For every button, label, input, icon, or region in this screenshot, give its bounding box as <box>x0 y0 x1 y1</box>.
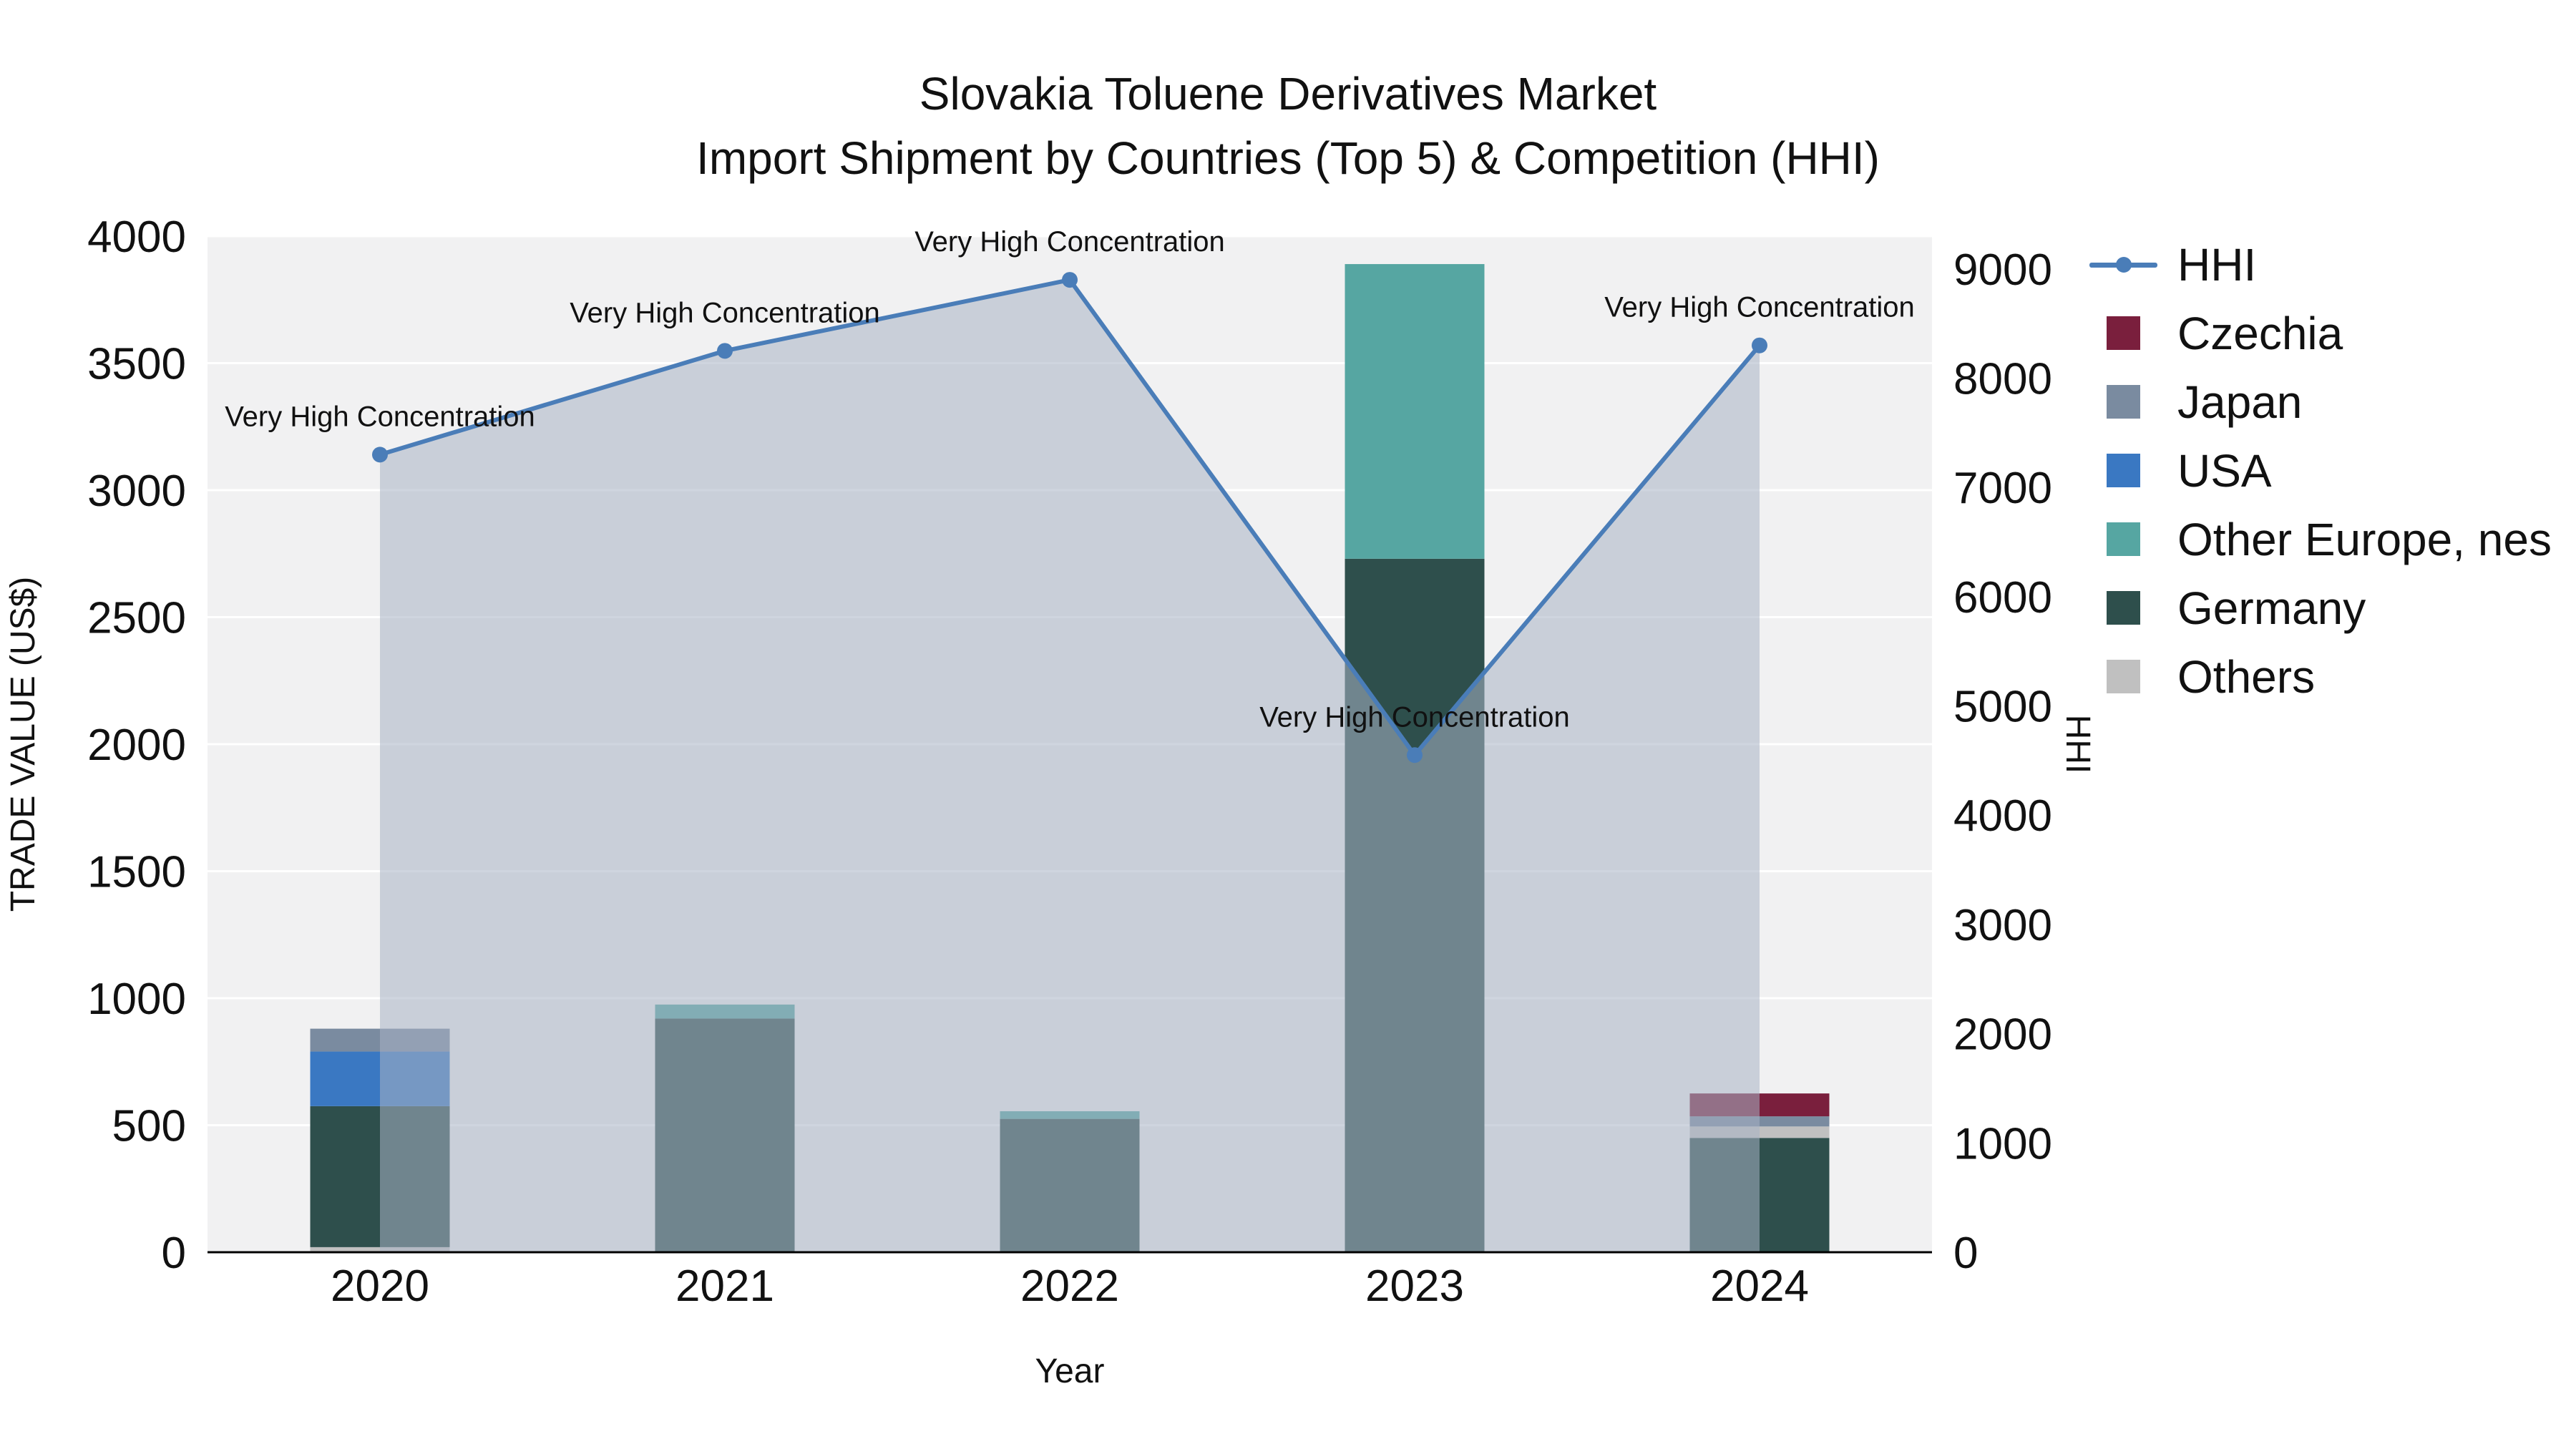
legend-swatch-icon <box>2089 299 2157 368</box>
legend-item-others[interactable]: Others <box>2089 643 2552 711</box>
right-tick-1000: 1000 <box>1953 1119 2052 1169</box>
left-tick-3000: 3000 <box>87 467 186 516</box>
left-tick-0: 0 <box>162 1229 186 1278</box>
hhi-marker-2024[interactable] <box>1752 337 1767 353</box>
legend-item-hhi[interactable]: HHI <box>2089 230 2552 299</box>
hhi-marker-2022[interactable] <box>1062 272 1078 288</box>
left-tick-500: 500 <box>112 1102 186 1151</box>
annotation-2023: Very High Concentration <box>1259 701 1570 733</box>
legend: HHI Czechia Japan USA Other Europe, nes Germa… <box>2089 230 2552 711</box>
right-tick-8000: 8000 <box>1953 354 2052 404</box>
hhi-marker-2021[interactable] <box>717 343 733 359</box>
x-tick-2020: 2020 <box>331 1262 429 1311</box>
legend-item-other-europe-nes[interactable]: Other Europe, nes <box>2089 505 2552 574</box>
right-tick-5000: 5000 <box>1953 683 2052 732</box>
right-tick-4000: 4000 <box>1953 791 2052 841</box>
x-tick-2023: 2023 <box>1365 1262 1464 1311</box>
legend-swatch-icon <box>2089 505 2157 574</box>
right-tick-9000: 9000 <box>1953 245 2052 295</box>
left-tick-2500: 2500 <box>87 594 186 643</box>
hhi-marker-2020[interactable] <box>372 447 388 463</box>
legend-swatch-icon <box>2089 643 2157 711</box>
legend-line-icon <box>2089 230 2157 299</box>
x-tick-2024: 2024 <box>1710 1262 1809 1311</box>
left-axis-title: TRADE VALUE (US$) <box>4 577 42 912</box>
left-tick-2000: 2000 <box>87 721 186 770</box>
legend-item-japan[interactable]: Japan <box>2089 368 2552 436</box>
hhi-marker-2023[interactable] <box>1407 747 1423 763</box>
legend-label: Other Europe, nes <box>2177 514 2552 565</box>
right-tick-7000: 7000 <box>1953 464 2052 513</box>
chart-title: Slovakia Toluene Derivatives Market Impo… <box>0 62 2576 190</box>
annotation-2022: Very High Concentration <box>914 226 1225 258</box>
legend-label: Germany <box>2177 582 2366 634</box>
legend-label: Czechia <box>2177 308 2343 359</box>
right-tick-6000: 6000 <box>1953 573 2052 623</box>
legend-label: HHI <box>2177 239 2257 291</box>
right-axis-title: HHI <box>2059 715 2097 774</box>
chart-title-line2: Import Shipment by Countries (Top 5) & C… <box>696 132 1880 184</box>
legend-label: Others <box>2177 651 2316 703</box>
left-tick-3500: 3500 <box>87 340 186 389</box>
x-tick-2022: 2022 <box>1020 1262 1119 1311</box>
chart-title-line1: Slovakia Toluene Derivatives Market <box>919 68 1657 119</box>
legend-swatch-icon <box>2089 436 2157 505</box>
left-tick-1000: 1000 <box>87 975 186 1024</box>
left-tick-1500: 1500 <box>87 848 186 897</box>
hhi-area-fill <box>380 280 1760 1253</box>
annotation-2024: Very High Concentration <box>1604 292 1915 323</box>
x-tick-2021: 2021 <box>675 1262 774 1311</box>
right-tick-3000: 3000 <box>1953 901 2052 950</box>
legend-swatch-icon <box>2089 368 2157 436</box>
left-tick-4000: 4000 <box>87 213 186 262</box>
legend-label: Japan <box>2177 376 2303 428</box>
right-tick-2000: 2000 <box>1953 1010 2052 1060</box>
right-tick-0: 0 <box>1953 1229 1978 1278</box>
bar-segment-other-europe-nes-2023[interactable] <box>1345 264 1485 559</box>
x-axis-title: Year <box>1035 1352 1105 1390</box>
legend-item-germany[interactable]: Germany <box>2089 574 2552 643</box>
annotation-2021: Very High Concentration <box>570 297 880 328</box>
legend-item-czechia[interactable]: Czechia <box>2089 299 2552 368</box>
annotation-2020: Very High Concentration <box>225 401 535 432</box>
legend-swatch-icon <box>2089 574 2157 643</box>
legend-item-usa[interactable]: USA <box>2089 436 2552 505</box>
legend-label: USA <box>2177 445 2272 497</box>
